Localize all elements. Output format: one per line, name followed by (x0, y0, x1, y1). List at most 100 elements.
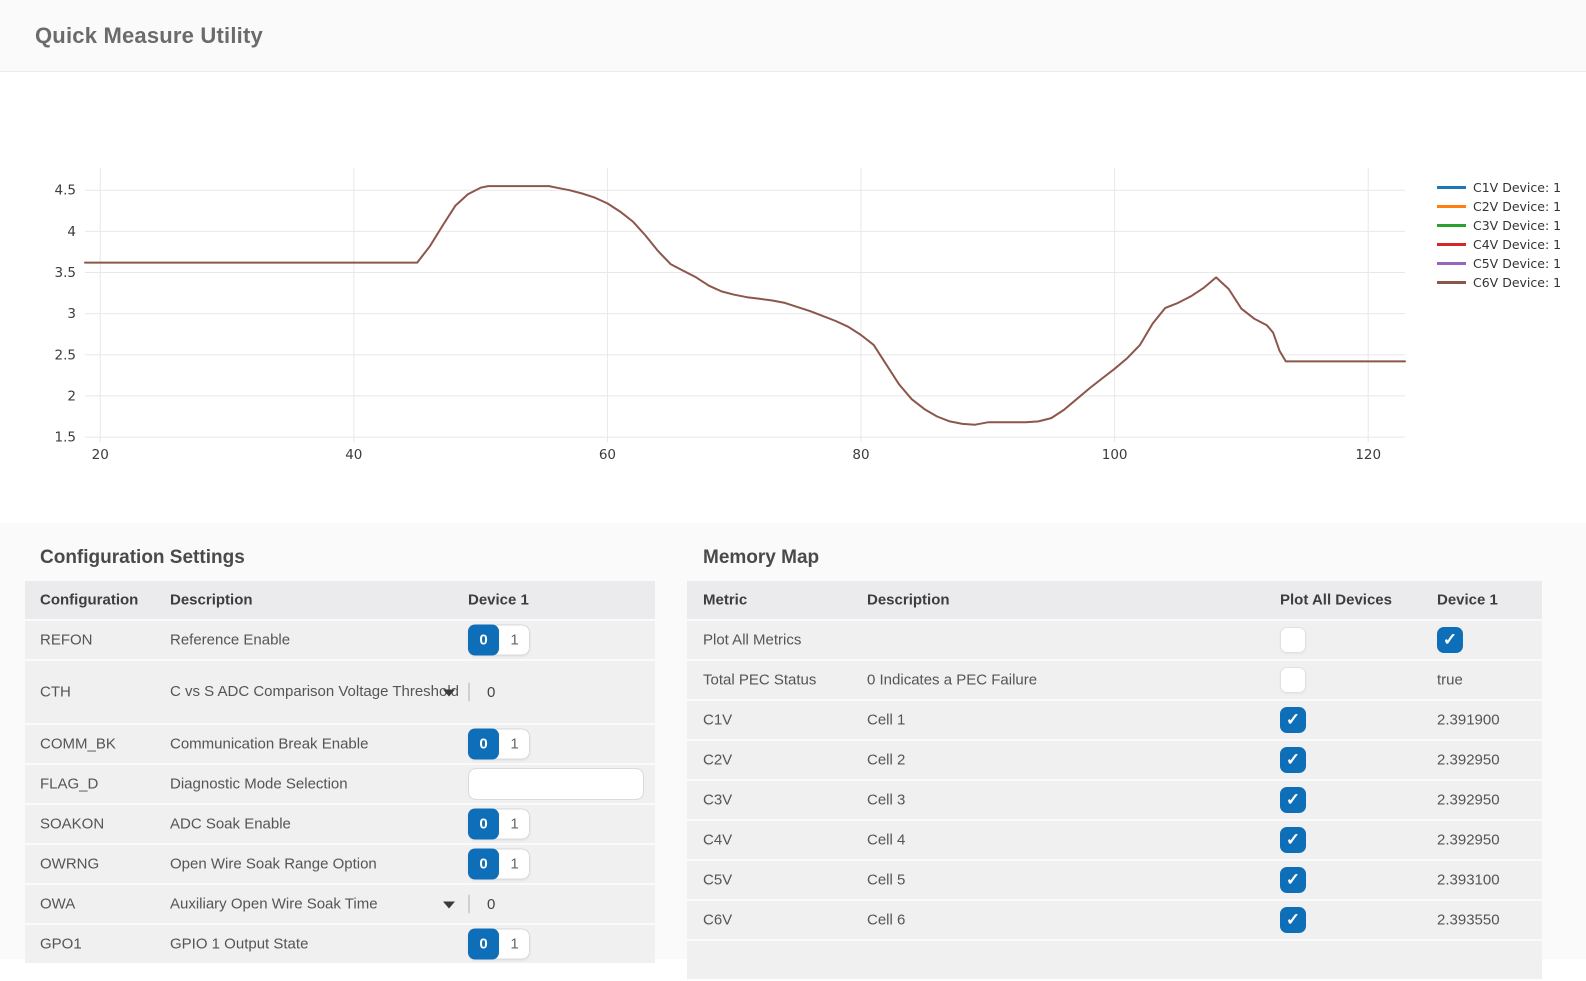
toggle-option-1[interactable]: 1 (510, 631, 519, 649)
memory-row-c5v: C5V Cell 5 2.393100 (687, 861, 1542, 899)
device1-value: true (1437, 671, 1463, 689)
legend-label: C5V Device: 1 (1473, 256, 1562, 271)
plot-all-devices-checkbox[interactable] (1280, 707, 1306, 733)
legend-line-swatch (1437, 205, 1466, 208)
y-tick-label: 3 (67, 306, 76, 322)
metric-description: Cell 2 (867, 751, 906, 769)
metric-name: C2V (703, 751, 733, 769)
legend-label: C2V Device: 1 (1473, 199, 1562, 214)
plot-all-devices-checkbox[interactable] (1280, 627, 1306, 653)
y-tick-label: 2.5 (55, 347, 76, 363)
device1-value: 2.392950 (1437, 831, 1500, 849)
memory-row-total-pec: Total PEC Status 0 Indicates a PEC Failu… (687, 661, 1542, 699)
plot-all-devices-checkbox[interactable] (1280, 867, 1306, 893)
flag-d-input[interactable] (468, 768, 644, 800)
config-row-owa: OWA Auxiliary Open Wire Soak Time 0 (25, 885, 655, 923)
toggle-option-1[interactable]: 1 (510, 735, 519, 753)
x-tick-label: 80 (852, 447, 869, 463)
metric-description: Cell 4 (867, 831, 906, 849)
memory-row-plot-all-metrics: Plot All Metrics (687, 621, 1542, 659)
legend-label: C1V Device: 1 (1473, 180, 1562, 195)
config-panel-title: Configuration Settings (40, 547, 245, 568)
config-name: GPO1 (40, 935, 82, 953)
memory-row-c1v: C1V Cell 1 2.391900 (687, 701, 1542, 739)
x-tick-label: 40 (345, 447, 362, 463)
toggle-option-0[interactable]: 0 (468, 808, 499, 840)
device1-value: 2.392950 (1437, 791, 1500, 809)
metric-description: Cell 6 (867, 911, 906, 929)
memory-row-c3v: C3V Cell 3 2.392950 (687, 781, 1542, 819)
metric-name: Total PEC Status (703, 671, 817, 689)
legend-item[interactable]: C5V Device: 1 (1437, 254, 1561, 273)
metric-name: Plot All Metrics (703, 631, 802, 649)
device1-checkbox[interactable] (1437, 627, 1463, 653)
y-tick-label: 3.5 (55, 265, 76, 281)
x-tick-label: 60 (599, 447, 616, 463)
column-header: Metric (703, 591, 748, 609)
cth-dropdown[interactable]: 0 (443, 682, 495, 702)
memory-row-c4v: C4V Cell 4 2.392950 (687, 821, 1542, 859)
legend-item[interactable]: C3V Device: 1 (1437, 216, 1561, 235)
page-title: Quick Measure Utility (35, 23, 263, 48)
metric-name: C4V (703, 831, 733, 849)
column-header: Plot All Devices (1280, 591, 1392, 609)
config-description: Communication Break Enable (170, 735, 369, 753)
config-description: C vs S ADC Comparison Voltage Threshold (170, 683, 460, 700)
device1-value: 2.392950 (1437, 751, 1500, 769)
dropdown-value: 0 (487, 683, 496, 701)
column-header: Description (170, 591, 253, 609)
legend-line-swatch (1437, 243, 1466, 246)
tables-section: Configuration Settings Configuration Des… (0, 523, 1586, 979)
chevron-down-icon (443, 901, 455, 908)
chart-line (84, 185, 1406, 426)
toggle-option-1[interactable]: 1 (510, 855, 519, 873)
owa-dropdown[interactable]: 0 (443, 894, 495, 914)
metric-description: 0 Indicates a PEC Failure (867, 671, 1038, 689)
config-name: REFON (40, 631, 93, 649)
memory-panel-title: Memory Map (703, 547, 820, 568)
x-tick-label: 20 (92, 447, 109, 463)
legend-item[interactable]: C6V Device: 1 (1437, 273, 1561, 292)
toggle-option-0[interactable]: 0 (468, 728, 499, 760)
legend-item[interactable]: C2V Device: 1 (1437, 197, 1561, 216)
toggle-option-0[interactable]: 0 (468, 928, 499, 960)
config-description: Open Wire Soak Range Option (170, 855, 377, 873)
plot-all-devices-checkbox[interactable] (1280, 827, 1306, 853)
y-tick-label: 4 (67, 224, 76, 240)
memory-row-c2v: C2V Cell 2 2.392950 (687, 741, 1542, 779)
memory-header-row: Metric Description Plot All Devices Devi… (687, 581, 1542, 619)
legend-label: C4V Device: 1 (1473, 237, 1562, 252)
toggle-option-0[interactable]: 0 (468, 848, 499, 880)
column-header: Device 1 (1437, 591, 1498, 609)
voltage-line-chart: 1.5 2 2.5 3 3.5 4 4.5 20 40 60 80 100 120 (55, 168, 1406, 463)
plot-all-devices-checkbox[interactable] (1280, 667, 1306, 693)
config-name: COMM_BK (40, 735, 116, 753)
metric-name: C3V (703, 791, 733, 809)
toggle-option-0[interactable]: 0 (468, 624, 499, 656)
config-description: GPIO 1 Output State (170, 935, 309, 953)
toggle-option-1[interactable]: 1 (510, 815, 519, 833)
plot-all-devices-checkbox[interactable] (1280, 907, 1306, 933)
legend-line-swatch (1437, 281, 1466, 284)
config-name: SOAKON (40, 815, 105, 833)
x-tick-label: 100 (1102, 447, 1128, 463)
legend-item[interactable]: C4V Device: 1 (1437, 235, 1561, 254)
metric-name: C1V (703, 711, 733, 729)
config-description: ADC Soak Enable (170, 815, 291, 833)
config-description: Reference Enable (170, 631, 291, 649)
toggle-option-1[interactable]: 1 (510, 935, 519, 953)
plot-all-devices-checkbox[interactable] (1280, 747, 1306, 773)
plot-all-devices-checkbox[interactable] (1280, 787, 1306, 813)
legend-item[interactable]: C1V Device: 1 (1437, 178, 1561, 197)
legend-line-swatch (1437, 186, 1466, 189)
config-name: FLAG_D (40, 775, 99, 793)
